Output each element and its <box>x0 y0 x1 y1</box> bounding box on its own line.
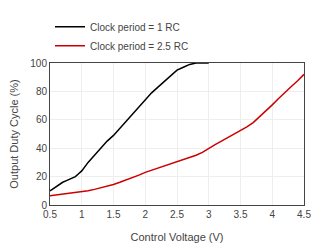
svg-text:4: 4 <box>269 209 275 220</box>
svg-text:0.5: 0.5 <box>43 209 57 220</box>
svg-text:3.5: 3.5 <box>234 209 248 220</box>
svg-text:40: 40 <box>36 143 48 154</box>
svg-text:1: 1 <box>79 209 85 220</box>
svg-text:1.5: 1.5 <box>107 209 121 220</box>
svg-text:Output Duty Cycle (%): Output Duty Cycle (%) <box>8 79 20 188</box>
svg-text:100: 100 <box>30 58 47 69</box>
svg-text:20: 20 <box>36 171 48 182</box>
svg-text:2.5: 2.5 <box>170 209 184 220</box>
svg-text:60: 60 <box>36 114 48 125</box>
svg-text:3: 3 <box>206 209 212 220</box>
svg-text:Clock period = 1 RC: Clock period = 1 RC <box>90 22 180 33</box>
svg-text:2: 2 <box>142 209 148 220</box>
svg-text:80: 80 <box>36 86 48 97</box>
svg-text:Control Voltage (V): Control Voltage (V) <box>131 231 224 243</box>
svg-text:0: 0 <box>41 200 47 211</box>
svg-text:Clock period = 2.5 RC: Clock period = 2.5 RC <box>90 41 188 52</box>
svg-text:4.5: 4.5 <box>297 209 311 220</box>
